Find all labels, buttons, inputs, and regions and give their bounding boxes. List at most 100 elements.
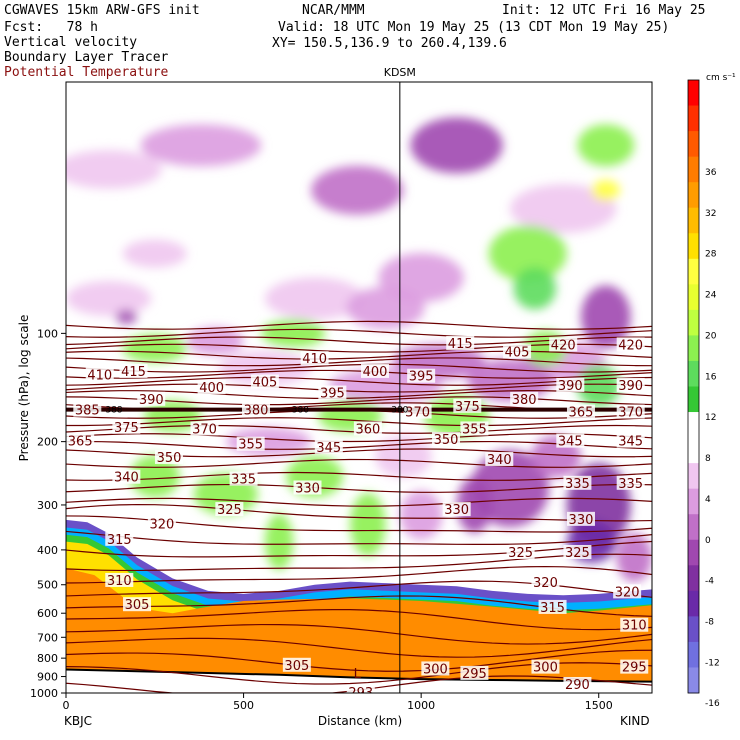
theta-label: 405 (252, 376, 277, 391)
theta-label: 295 (462, 667, 487, 682)
theta-label: 390 (618, 379, 643, 394)
colorbar-swatch (688, 641, 699, 668)
theta-label: 380 (512, 393, 537, 408)
theta-contour (66, 483, 652, 493)
theta-label: 360 (355, 422, 380, 437)
velocity-patch (488, 225, 567, 282)
theta-label-bg (85, 367, 114, 382)
theta-contour (66, 503, 652, 522)
theta-label: 375 (114, 421, 139, 436)
theta-contour (66, 320, 652, 330)
theta-label: 395 (409, 370, 434, 385)
velocity-patch (346, 286, 425, 329)
colorbar-label: -8 (705, 617, 714, 627)
forecast-hour: Fcst: 78 h (4, 20, 98, 35)
velocity-patch (66, 281, 152, 317)
theta-label-bg (453, 398, 482, 413)
velocity-patch (591, 179, 621, 201)
theta-label-bg (460, 665, 489, 680)
theta-label-bg (353, 421, 382, 436)
theta-label-bg (485, 452, 514, 467)
theta-label-bg (119, 363, 148, 378)
velocity-patch (374, 435, 432, 478)
left-station-label: KBJC (64, 714, 92, 728)
theta-label-bg (531, 659, 560, 674)
colorbar-label: 20 (705, 331, 717, 341)
colorbar-swatch (688, 156, 699, 183)
colorbar-swatch (688, 360, 699, 387)
theta-label: 305 (125, 598, 150, 613)
theta-label-bg (190, 421, 219, 436)
colorbar-units: cm s⁻¹ (706, 73, 736, 83)
colorbar-swatch (688, 463, 699, 490)
y-tick-label: 700 (37, 631, 58, 644)
colorbar-swatch (688, 667, 699, 694)
theta-label: 325 (565, 546, 590, 561)
colorbar-label: 36 (705, 168, 717, 178)
theta-label: 355 (238, 438, 263, 453)
x-tick-label: 1500 (585, 699, 613, 712)
theta-label: 293 (348, 686, 373, 701)
theta-label: 380 (244, 404, 269, 419)
velocity-patch (513, 267, 557, 310)
theta-label-bg (314, 439, 343, 454)
theta-label: 290 (565, 678, 590, 693)
colorbar-swatch (688, 131, 699, 158)
colorbar-swatch (688, 514, 699, 541)
theta-label-bg (620, 617, 649, 632)
theta-label: 340 (487, 453, 512, 468)
theta-contour (66, 369, 652, 379)
theta-label: 320 (615, 585, 640, 600)
theta-label: 370 (405, 406, 430, 421)
theta-contour (66, 390, 652, 400)
colorbar-swatch (688, 386, 699, 413)
theta-label-bg (616, 337, 645, 352)
mid-station-label: KDSM (384, 66, 416, 79)
theta-label: 315 (540, 601, 565, 616)
right-station-label: KIND (620, 714, 650, 728)
theta-contour (66, 649, 652, 672)
theta-label: 310 (107, 574, 132, 589)
theta-label: 410 (87, 369, 112, 384)
theta-label: 415 (121, 365, 146, 380)
theta-label-bg (250, 374, 279, 389)
colorbar-swatch (688, 207, 699, 234)
velocity-patch (467, 359, 553, 402)
x-tick-label: 0 (63, 699, 70, 712)
theta-label: 420 (618, 338, 643, 353)
colorbar-label: 8 (705, 454, 711, 464)
theta-label-bg (73, 402, 102, 417)
theta-label-bg (446, 335, 475, 350)
colorbar-label: 4 (705, 495, 711, 505)
theta-label-bg (293, 480, 322, 495)
velocity-patch (311, 165, 404, 215)
theta-label: 415 (448, 337, 473, 352)
init-time: Init: 12 UTC Fri 16 May 25 (502, 3, 706, 18)
x-axis-ticks: 0 500 1000 1500 (63, 693, 613, 712)
colorbar-swatch (688, 590, 699, 617)
y-tick-label: 600 (37, 607, 58, 620)
theta-label: 320 (149, 518, 174, 533)
theta-label-bg (616, 433, 645, 448)
theta-contour (66, 376, 652, 386)
theta-label: 375 (455, 400, 480, 415)
theta-label: 365 (569, 406, 594, 421)
theta-label-bg (300, 351, 329, 366)
y-tick-label: 800 (37, 652, 58, 665)
theta-label: 420 (551, 338, 576, 353)
theta-label-bg (613, 584, 642, 599)
theta-contour (66, 540, 652, 558)
velocity-patch (509, 184, 617, 234)
x-axis-label: Distance (km) (318, 714, 402, 728)
theta-label: 385 (75, 404, 100, 419)
velocity-patch (66, 150, 162, 189)
colorbar-swatch (688, 437, 699, 464)
theta-contour (66, 471, 652, 481)
colorbar-swatch (688, 105, 699, 132)
y-tick-label: 300 (37, 499, 58, 512)
theta-label-bg (318, 385, 347, 400)
theta-label-bg (563, 676, 592, 691)
velocity-patch (264, 513, 294, 570)
theta-label: 320 (533, 576, 558, 591)
